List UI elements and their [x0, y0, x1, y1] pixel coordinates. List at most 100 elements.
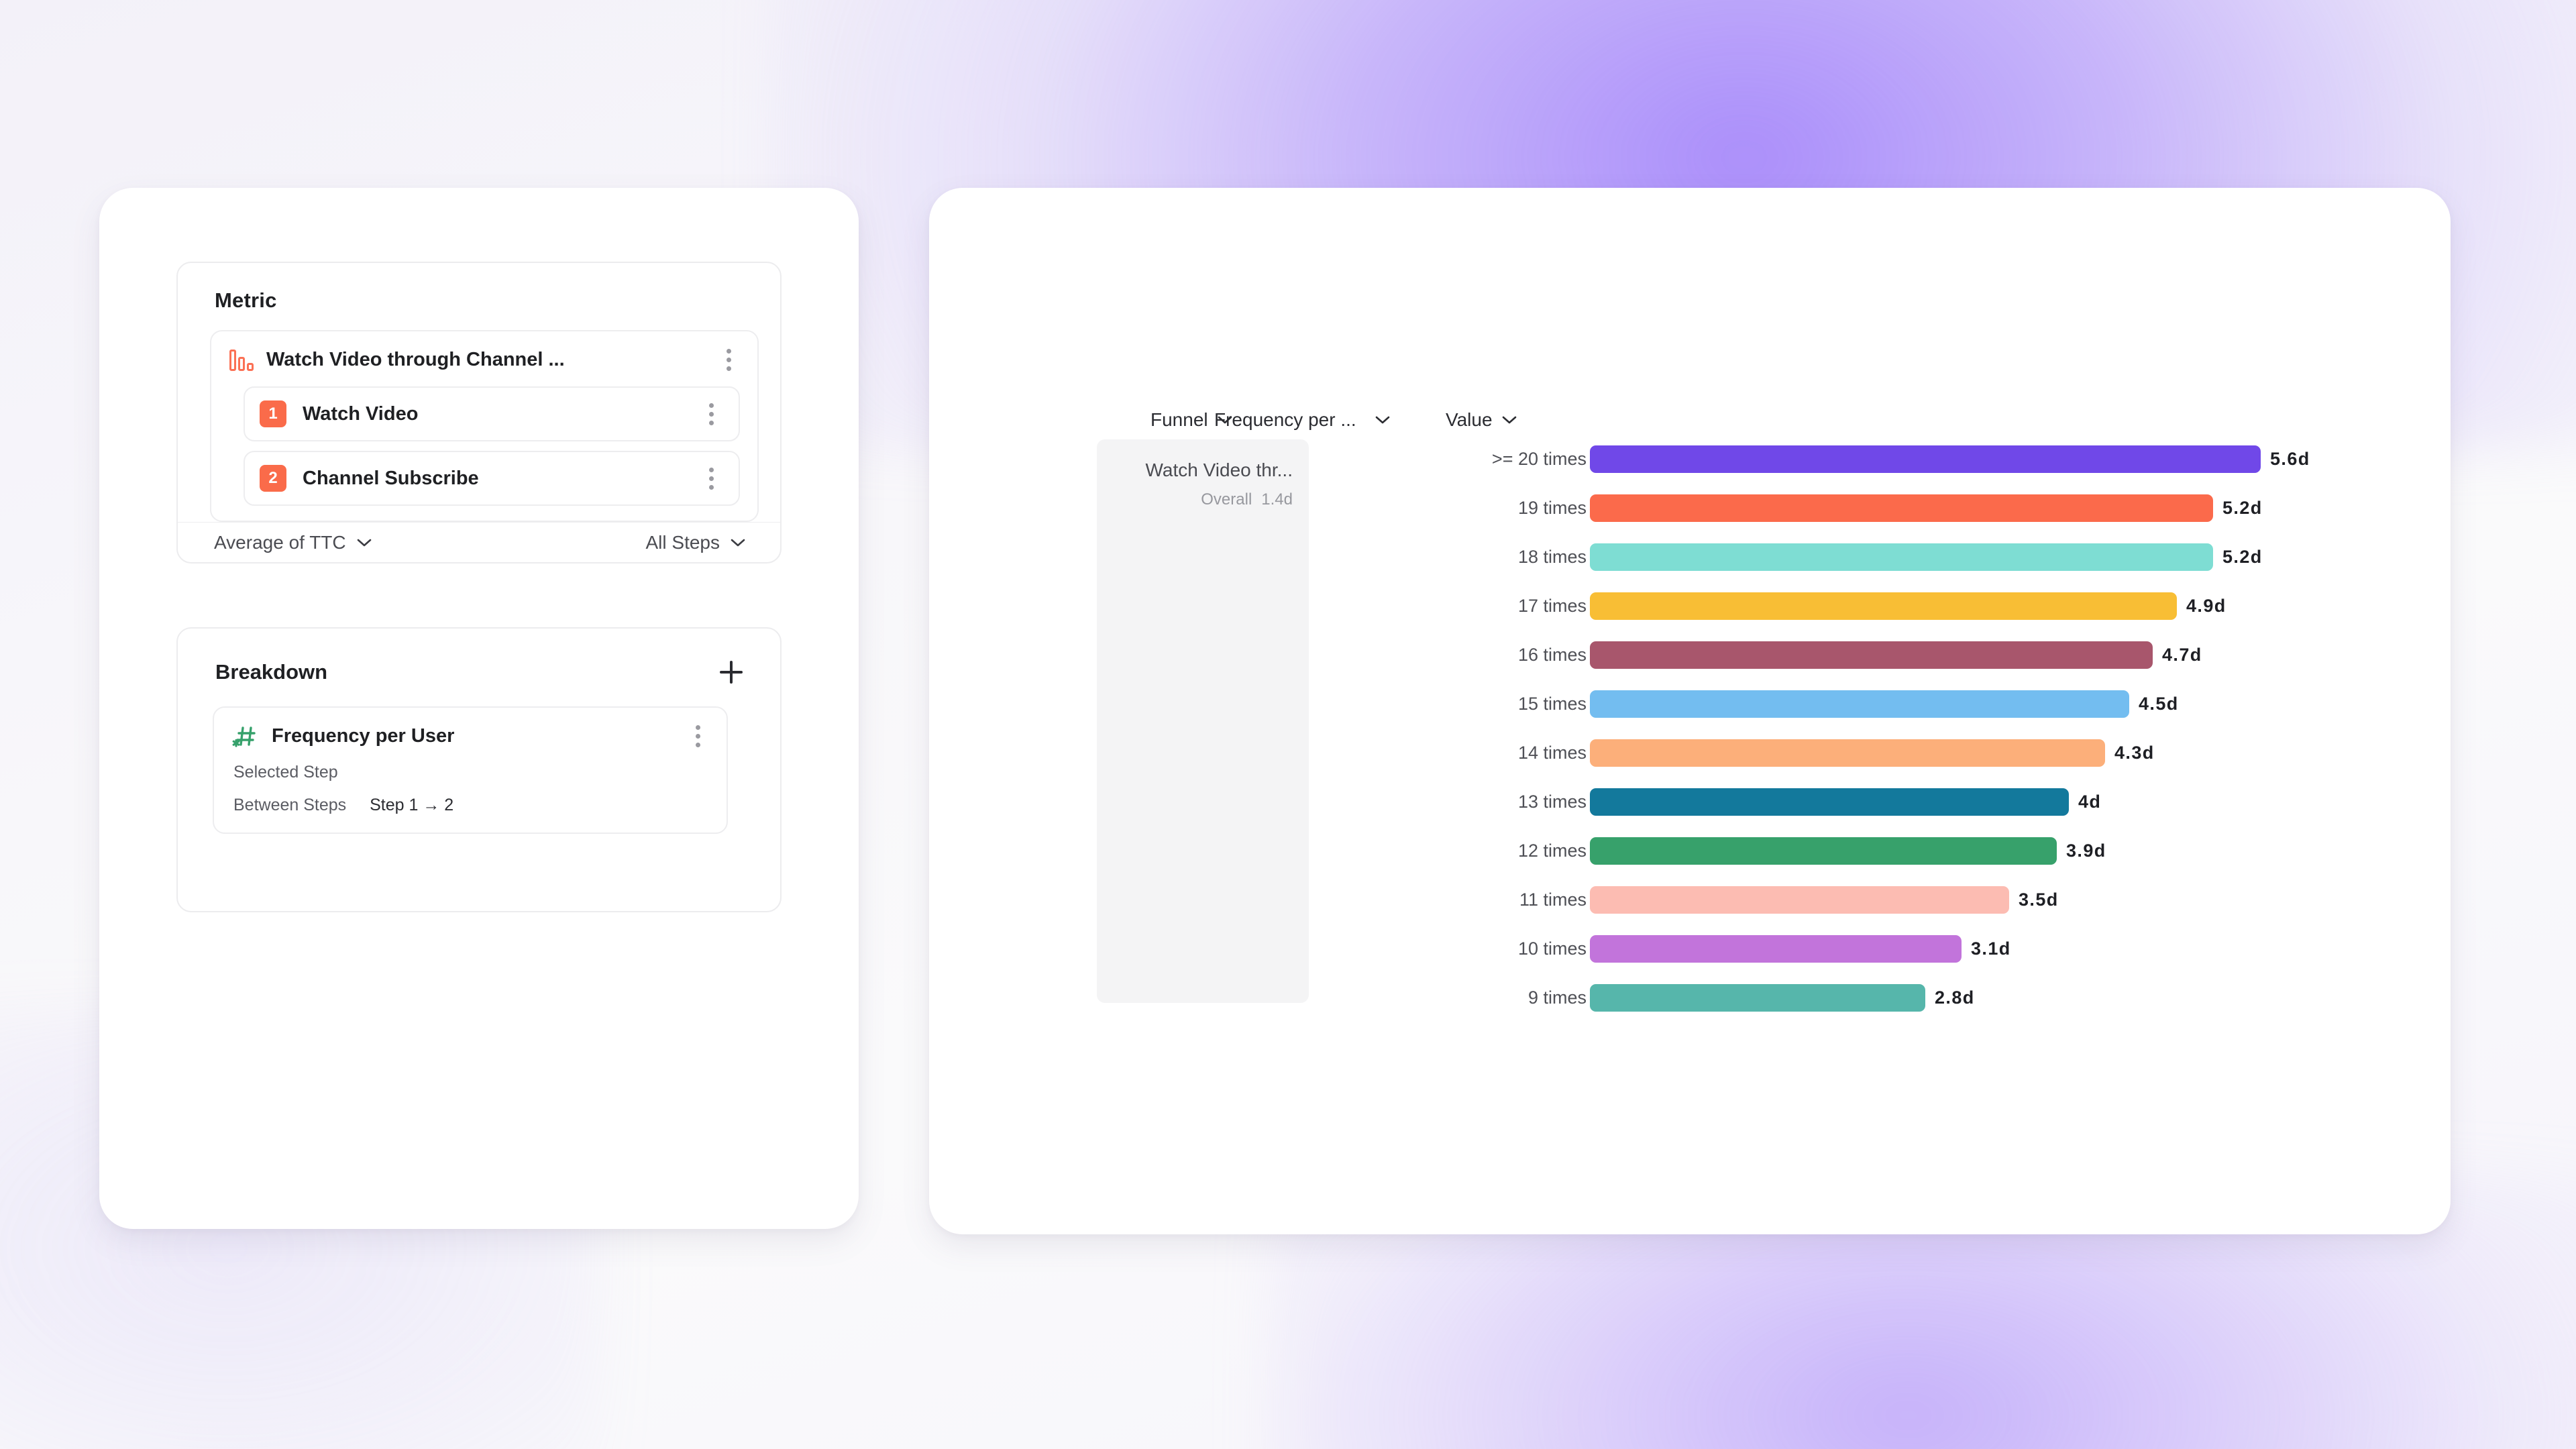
step-label: Watch Video: [303, 402, 419, 425]
bar-value-label: 2.8d: [1935, 987, 1975, 1008]
bar-category-label: 10 times: [1517, 938, 1587, 959]
between-steps-value: Step 1 → 2: [370, 796, 454, 814]
bar-value-label: 3.1d: [1971, 938, 2011, 959]
step-label: Channel Subscribe: [303, 467, 479, 489]
bar-row[interactable]: >= 20 times 5.6d: [929, 439, 2451, 478]
column-header-funnel[interactable]: Funnel: [1150, 409, 1232, 431]
metric-card: Metric Watch Video through Channel ... 1…: [176, 262, 782, 564]
column-header-breakdown[interactable]: Frequency per ...: [1214, 409, 1390, 431]
selected-step-label: Selected Step: [233, 763, 338, 782]
funnel-overall-label: Overall: [1201, 490, 1252, 508]
chevron-down-icon: [1502, 416, 1517, 424]
metric-footer: Average of TTC All Steps: [178, 523, 780, 562]
funnel-summary-title: Watch Video thr...: [1145, 460, 1293, 480]
bar[interactable]: [1590, 690, 2129, 718]
column-header-breakdown-label: Frequency per ...: [1214, 409, 1356, 430]
breakdown-card: Breakdown: [176, 627, 782, 912]
bar-row[interactable]: 16 times 4.7d: [929, 635, 2451, 674]
bar[interactable]: [1590, 494, 2213, 522]
metric-divider: [178, 522, 780, 523]
bar-category-label: 15 times: [1517, 693, 1587, 714]
steps-filter-dropdown[interactable]: All Steps: [646, 532, 746, 553]
bar[interactable]: [1590, 445, 2261, 473]
bar-category-label: 16 times: [1517, 644, 1587, 665]
bar[interactable]: [1590, 592, 2177, 620]
funnel-summary-box: Watch Video thr... Overall 1.4d: [1097, 439, 1309, 1003]
metric-step-row-2[interactable]: 2 Channel Subscribe: [244, 451, 740, 506]
bar-value-label: 4d: [2078, 791, 2102, 812]
bar[interactable]: [1590, 885, 2009, 914]
configuration-panel: Metric Watch Video through Channel ... 1…: [99, 188, 859, 1229]
bar[interactable]: [1590, 543, 2213, 571]
between-steps-row[interactable]: Between Steps Step 1 → 2: [231, 796, 709, 815]
bar-category-label: 11 times: [1519, 889, 1587, 910]
bar[interactable]: [1590, 983, 1925, 1012]
bar-chart-icon: [229, 348, 254, 371]
metric-event-kebab-menu-icon[interactable]: [717, 346, 740, 373]
step-2-kebab-menu-icon[interactable]: [700, 465, 722, 492]
bar[interactable]: [1590, 837, 2057, 865]
chevron-down-icon: [357, 539, 372, 547]
between-steps-label: Between Steps: [233, 796, 347, 814]
bar-category-label: 14 times: [1517, 742, 1587, 763]
bar[interactable]: [1590, 641, 2153, 669]
breakdown-bar-chart: Funnel Frequency per ... Value Watch Vid…: [929, 188, 2451, 1234]
steps-filter-label: All Steps: [645, 531, 720, 553]
bar-row[interactable]: 13 times 4d: [929, 782, 2451, 821]
metric-event-group: Watch Video through Channel ... 1 Watch …: [210, 330, 759, 522]
aggregation-dropdown[interactable]: Average of TTC: [214, 532, 372, 553]
bar-row[interactable]: 17 times 4.9d: [929, 586, 2451, 625]
plus-icon[interactable]: [716, 657, 747, 688]
metric-step-row-1[interactable]: 1 Watch Video: [244, 386, 740, 441]
bar-value-label: 4.3d: [2114, 742, 2155, 763]
bar-category-label: 12 times: [1517, 840, 1587, 861]
bar-category-label: 17 times: [1517, 595, 1587, 616]
bar-row[interactable]: 12 times 3.9d: [929, 831, 2451, 870]
bar-row[interactable]: 11 times 3.5d: [929, 880, 2451, 919]
bar-category-label: 9 times: [1527, 987, 1587, 1008]
metric-card-title: Metric: [215, 288, 277, 312]
hash-asterisk-icon: [231, 722, 260, 749]
funnel-overall-value: 1.4d: [1261, 490, 1293, 508]
bar-row[interactable]: 10 times 3.1d: [929, 929, 2451, 968]
bar-value-label: 4.7d: [2162, 644, 2202, 665]
bar-value-label: 4.5d: [2139, 693, 2179, 714]
bar-value-label: 3.9d: [2066, 840, 2106, 861]
bar-category-label: 13 times: [1517, 791, 1587, 812]
bar-category-label: 19 times: [1517, 497, 1587, 518]
bar-value-label: 5.2d: [2222, 546, 2263, 567]
aggregation-dropdown-label: Average of TTC: [214, 531, 346, 553]
results-panel: Funnel Frequency per ... Value Watch Vid…: [929, 188, 2451, 1234]
bar-category-label: >= 20 times: [1491, 448, 1587, 469]
column-header-funnel-label: Funnel: [1150, 409, 1208, 430]
bar-value-label: 5.6d: [2270, 448, 2310, 469]
bar[interactable]: [1590, 788, 2069, 816]
bar-row[interactable]: 19 times 5.2d: [929, 488, 2451, 527]
breakdown-item[interactable]: Frequency per User Selected Step Between…: [213, 706, 728, 834]
bar-rows-container: >= 20 times 5.6d 19 times 5.2d 18 times 5.2d 1…: [929, 439, 2451, 1027]
bar-value-label: 5.2d: [2222, 497, 2263, 518]
bar-row[interactable]: 9 times 2.8d: [929, 978, 2451, 1017]
breakdown-item-row: Frequency per User: [231, 722, 709, 749]
column-header-value[interactable]: Value: [1446, 409, 1517, 431]
bar[interactable]: [1590, 934, 1962, 963]
breakdown-item-name: Frequency per User: [272, 724, 455, 747]
bar-value-label: 3.5d: [2019, 889, 2059, 910]
bar[interactable]: [1590, 739, 2105, 767]
chevron-down-icon: [731, 539, 745, 547]
bar-row[interactable]: 15 times 4.5d: [929, 684, 2451, 723]
bar-category-label: 18 times: [1517, 546, 1587, 567]
step-number-badge: 1: [260, 400, 286, 427]
step-1-kebab-menu-icon[interactable]: [700, 400, 722, 427]
bar-row[interactable]: 18 times 5.2d: [929, 537, 2451, 576]
chevron-down-icon: [1218, 416, 1232, 424]
bar-row[interactable]: 14 times 4.3d: [929, 733, 2451, 772]
metric-event-row[interactable]: Watch Video through Channel ...: [211, 331, 757, 377]
breakdown-item-kebab-menu-icon[interactable]: [686, 722, 709, 749]
chevron-down-icon: [1375, 416, 1390, 424]
metric-event-label: Watch Video through Channel ...: [266, 348, 565, 370]
selected-step-row[interactable]: Selected Step: [231, 763, 709, 782]
bar-value-label: 4.9d: [2186, 595, 2226, 616]
funnel-summary-overall: Overall 1.4d: [1097, 490, 1293, 509]
step-number-badge: 2: [260, 465, 286, 492]
